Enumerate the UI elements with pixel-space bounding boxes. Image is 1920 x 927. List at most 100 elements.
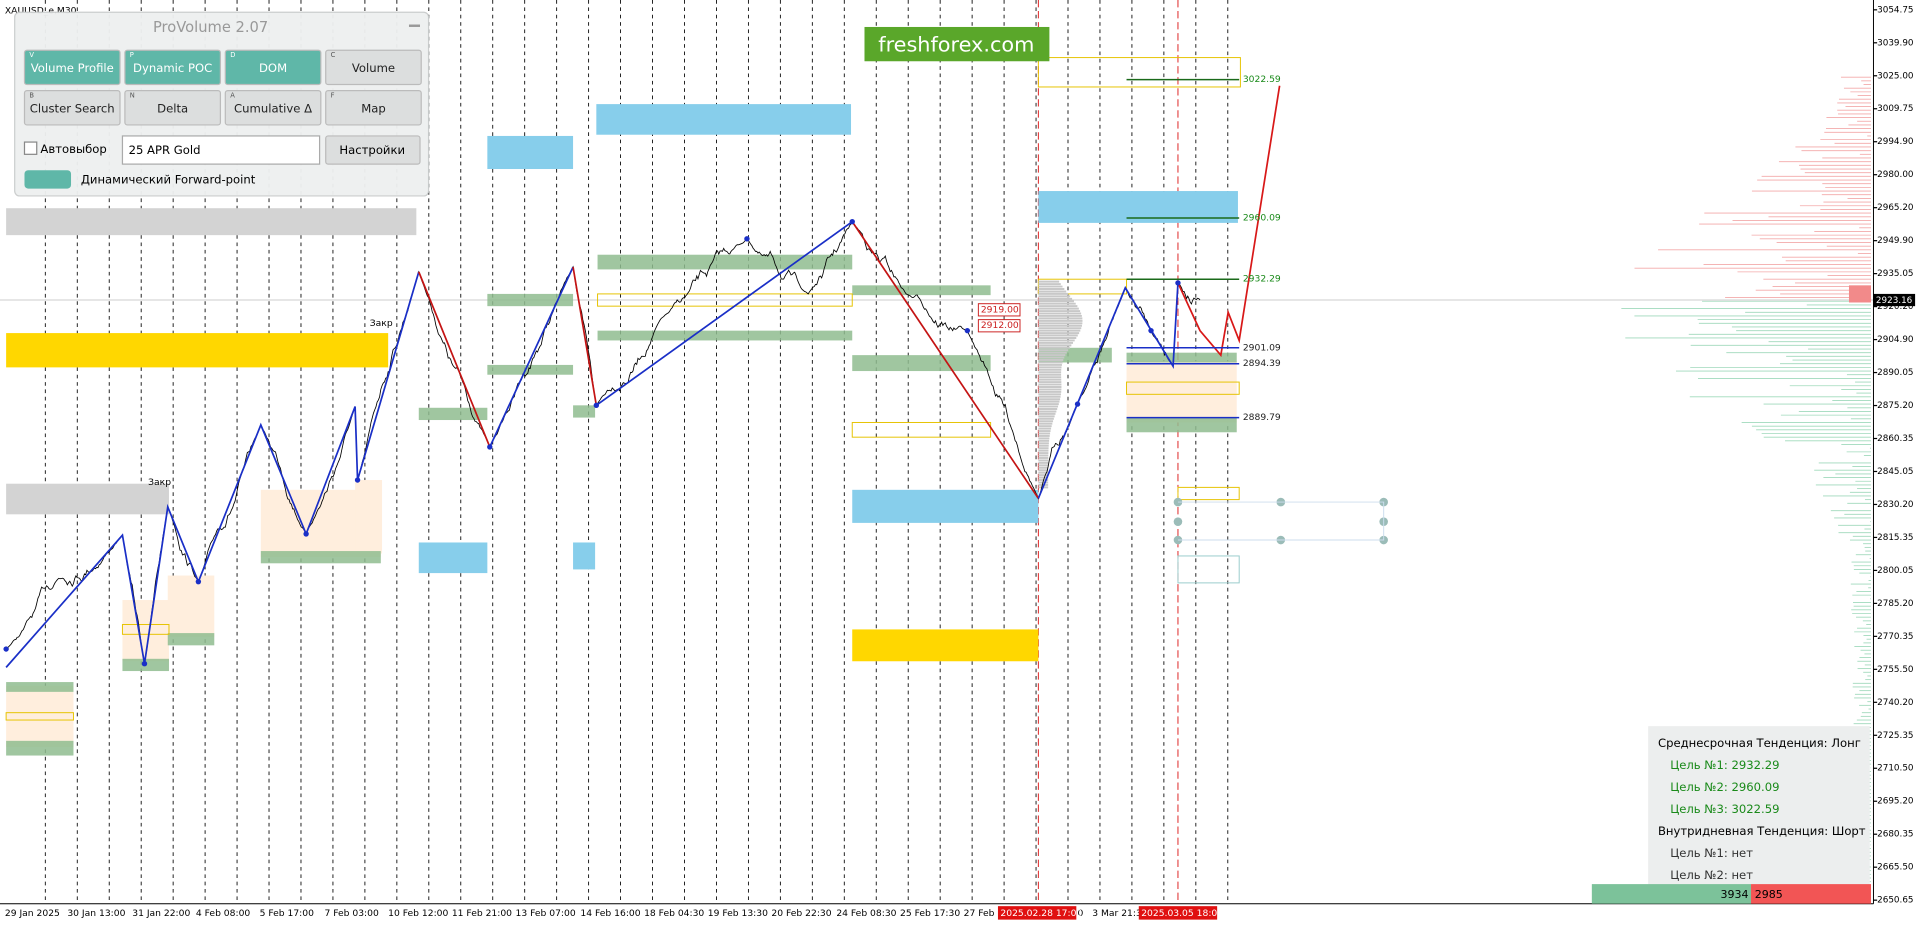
- settings-button[interactable]: [325, 135, 421, 165]
- panel-button[interactable]: [124, 90, 222, 126]
- zigzag: [417, 271, 491, 448]
- price-label: 2650.65: [1877, 896, 1913, 906]
- watermark: freshforex.com: [878, 32, 1034, 56]
- pivot: [487, 444, 493, 450]
- checkbox-label: Автовыбор: [40, 142, 106, 156]
- zigzag: [595, 220, 853, 407]
- time-marker: 2025.02.28 17:00: [1000, 908, 1082, 919]
- zigzag: [1037, 282, 1179, 499]
- price-label: 2815.35: [1877, 533, 1913, 543]
- time-label: 13 Feb 07:00: [516, 908, 576, 919]
- current-price: 2923.16: [1876, 296, 1913, 306]
- button-key: N: [130, 92, 135, 100]
- box-outline: [121, 624, 170, 635]
- price-label: 2875.20: [1877, 401, 1914, 411]
- pivot: [3, 646, 9, 652]
- instrument: 25 APR Gold: [129, 143, 201, 157]
- time-label: 3 Mar 21:3: [1092, 908, 1142, 919]
- panel-close: [408, 24, 420, 27]
- price-label: 2980.00: [1877, 170, 1914, 180]
- zone: [1126, 417, 1237, 433]
- zone: [487, 364, 574, 375]
- price-label: 2725.35: [1877, 731, 1913, 741]
- zone: [852, 489, 1039, 523]
- button-key: C: [331, 51, 336, 59]
- time-label: 20 Feb 22:30: [771, 908, 831, 919]
- sell-volume-label: 2985: [1755, 888, 1783, 901]
- price-label: 2904.90: [1877, 335, 1914, 345]
- price-label: 2800.05: [1877, 566, 1913, 576]
- price-label: 2845.05: [1877, 467, 1913, 477]
- level-label: 2960.09: [1243, 212, 1281, 223]
- order-box: [977, 319, 1021, 333]
- level-label: 2932.29: [1243, 274, 1281, 285]
- button-key: V: [29, 51, 34, 59]
- price-label: 3009.75: [1877, 104, 1913, 114]
- zone: [487, 135, 574, 170]
- zigzag: [851, 221, 1040, 499]
- zone: [573, 405, 596, 418]
- zone: [597, 254, 853, 270]
- price-label: 2785.20: [1877, 599, 1914, 609]
- panel-button[interactable]: [23, 49, 121, 86]
- checkbox[interactable]: [23, 141, 38, 155]
- panel-title: ProVolume 2.07: [153, 19, 268, 36]
- panel-button[interactable]: [325, 90, 422, 126]
- box-outline: [1177, 555, 1240, 584]
- zigzag: [489, 266, 574, 448]
- price-label: 2965.20: [1877, 203, 1914, 213]
- zone: [597, 330, 853, 341]
- price-label: 2740.20: [1877, 698, 1914, 708]
- grid-tool: [1177, 501, 1385, 541]
- zone: [852, 629, 1039, 662]
- zone: [355, 480, 383, 554]
- trend-box: [1648, 726, 1870, 886]
- box-outline: [5, 712, 74, 721]
- panel-button[interactable]: [124, 49, 222, 86]
- time-label: 25 Feb 17:30: [900, 908, 960, 919]
- box-outline: [1126, 381, 1240, 395]
- time-label: 0: [1078, 908, 1084, 919]
- panel-button[interactable]: [224, 49, 322, 86]
- button-label: DOM: [259, 61, 287, 75]
- level-label: 2894.39: [1243, 358, 1281, 369]
- trend-target: Цель №2: нет: [1670, 868, 1753, 882]
- instrument-select[interactable]: [121, 135, 321, 165]
- zone: [1038, 347, 1112, 363]
- zigzag: [572, 266, 598, 406]
- button-label: Volume: [352, 61, 395, 75]
- time-marker: 2025.03.05 18:00: [1141, 908, 1223, 919]
- panel-button[interactable]: [325, 49, 422, 86]
- pivot: [354, 477, 361, 483]
- trend-target: Цель №3: 3022.59: [1670, 802, 1779, 816]
- zone: [573, 542, 596, 570]
- pivot: [593, 402, 600, 409]
- price-label: 2710.50: [1877, 764, 1914, 774]
- panel-button[interactable]: [224, 90, 322, 126]
- box-outline: [1177, 486, 1240, 501]
- price-label: 2695.20: [1877, 797, 1914, 807]
- pivot: [195, 578, 202, 585]
- toggle-label: Динамический Forward-point: [81, 173, 256, 187]
- handle: [1173, 517, 1183, 526]
- button-label: Dynamic POC: [133, 61, 212, 75]
- toggle[interactable]: [24, 170, 72, 189]
- zone: [596, 104, 852, 135]
- volume-peak: [1848, 285, 1872, 303]
- pivot: [1148, 327, 1154, 334]
- pivot: [849, 218, 855, 225]
- panel-button[interactable]: [23, 90, 121, 126]
- button-key: P: [130, 51, 134, 59]
- box-outline: [597, 293, 853, 307]
- buy-volume: [1591, 884, 1752, 904]
- box-outline: [851, 421, 992, 438]
- pivot: [744, 236, 750, 242]
- trend-medium: Среднесрочная Тенденция: Лонг: [1658, 736, 1861, 750]
- zone: [167, 575, 215, 637]
- time-label: 4 Feb 08:00: [196, 908, 251, 919]
- zigzag: [1177, 85, 1281, 358]
- zone: [260, 551, 381, 564]
- time-label: 24 Feb 08:30: [836, 908, 896, 919]
